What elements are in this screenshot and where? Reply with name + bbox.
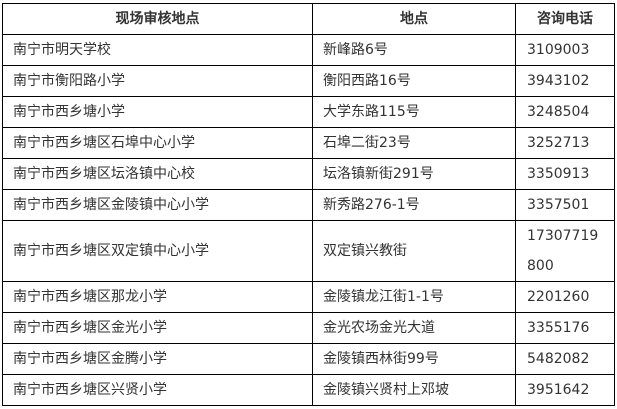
table-row: 南宁市西乡塘区双定镇中心小学 双定镇兴教街 17307719800 (2, 220, 615, 282)
address-cell: 金陵镇兴贤村上邓坡 (312, 374, 516, 406)
address-cell: 双定镇兴教街 (312, 220, 516, 282)
phone-cell: 3357501 (515, 189, 615, 221)
table-row: 南宁市西乡塘区石埠中心小学 石埠二街23号 3252713 (2, 127, 615, 159)
phone-cell: 3355176 (515, 312, 615, 344)
address-cell: 新秀路276-1号 (312, 189, 516, 221)
address-cell: 金陵镇龙江街1-1号 (312, 281, 516, 313)
phone-cell: 3248504 (515, 96, 615, 128)
phone-cell: 3350913 (515, 158, 615, 190)
address-cell: 金陵镇西林街99号 (312, 343, 516, 375)
phone-cell: 3109003 (515, 34, 615, 66)
address-cell: 坛洛镇新街291号 (312, 158, 516, 190)
table-row: 南宁市明天学校 新峰路6号 3109003 (2, 34, 615, 66)
table-body: 南宁市明天学校 新峰路6号 3109003 南宁市衡阳路小学 衡阳西路16号 3… (2, 34, 615, 406)
table-row: 南宁市西乡塘区那龙小学 金陵镇龙江街1-1号 2201260 (2, 281, 615, 313)
column-header-phone: 咨询电话 (515, 3, 615, 35)
site-cell: 南宁市西乡塘区石埠中心小学 (2, 127, 313, 159)
table-header: 现场审核地点 地点 咨询电话 (2, 3, 615, 35)
header-row: 现场审核地点 地点 咨询电话 (2, 3, 615, 35)
phone-cell: 2201260 (515, 281, 615, 313)
phone-cell: 5482082 (515, 343, 615, 375)
site-cell: 南宁市衡阳路小学 (2, 65, 313, 97)
address-cell: 新峰路6号 (312, 34, 516, 66)
site-cell: 南宁市西乡塘区那龙小学 (2, 281, 313, 313)
table-row: 南宁市西乡塘区金腾小学 金陵镇西林街99号 5482082 (2, 343, 615, 375)
site-cell: 南宁市西乡塘区双定镇中心小学 (2, 220, 313, 282)
table-row: 南宁市西乡塘区坛洛镇中心校 坛洛镇新街291号 3350913 (2, 158, 615, 190)
address-cell: 石埠二街23号 (312, 127, 516, 159)
site-cell: 南宁市明天学校 (2, 34, 313, 66)
phone-cell: 3951642 (515, 374, 615, 406)
address-cell: 金光农场金光大道 (312, 312, 516, 344)
phone-cell: 17307719800 (515, 220, 615, 282)
column-header-site: 现场审核地点 (2, 3, 313, 35)
site-cell: 南宁市西乡塘区金陵镇中心小学 (2, 189, 313, 221)
address-cell: 大学东路115号 (312, 96, 516, 128)
site-cell: 南宁市西乡塘区坛洛镇中心校 (2, 158, 313, 190)
review-sites-table: 现场审核地点 地点 咨询电话 南宁市明天学校 新峰路6号 3109003 南宁市… (2, 3, 615, 406)
table-row: 南宁市衡阳路小学 衡阳西路16号 3943102 (2, 65, 615, 97)
phone-cell: 3943102 (515, 65, 615, 97)
phone-cell: 3252713 (515, 127, 615, 159)
table-row: 南宁市西乡塘区金光小学 金光农场金光大道 3355176 (2, 312, 615, 344)
table-row: 南宁市西乡塘区金陵镇中心小学 新秀路276-1号 3357501 (2, 189, 615, 221)
site-cell: 南宁市西乡塘小学 (2, 96, 313, 128)
table-row: 南宁市西乡塘小学 大学东路115号 3248504 (2, 96, 615, 128)
site-cell: 南宁市西乡塘区金腾小学 (2, 343, 313, 375)
address-cell: 衡阳西路16号 (312, 65, 516, 97)
site-cell: 南宁市西乡塘区金光小学 (2, 312, 313, 344)
column-header-address: 地点 (312, 3, 516, 35)
table-row: 南宁市西乡塘区兴贤小学 金陵镇兴贤村上邓坡 3951642 (2, 374, 615, 406)
site-cell: 南宁市西乡塘区兴贤小学 (2, 374, 313, 406)
